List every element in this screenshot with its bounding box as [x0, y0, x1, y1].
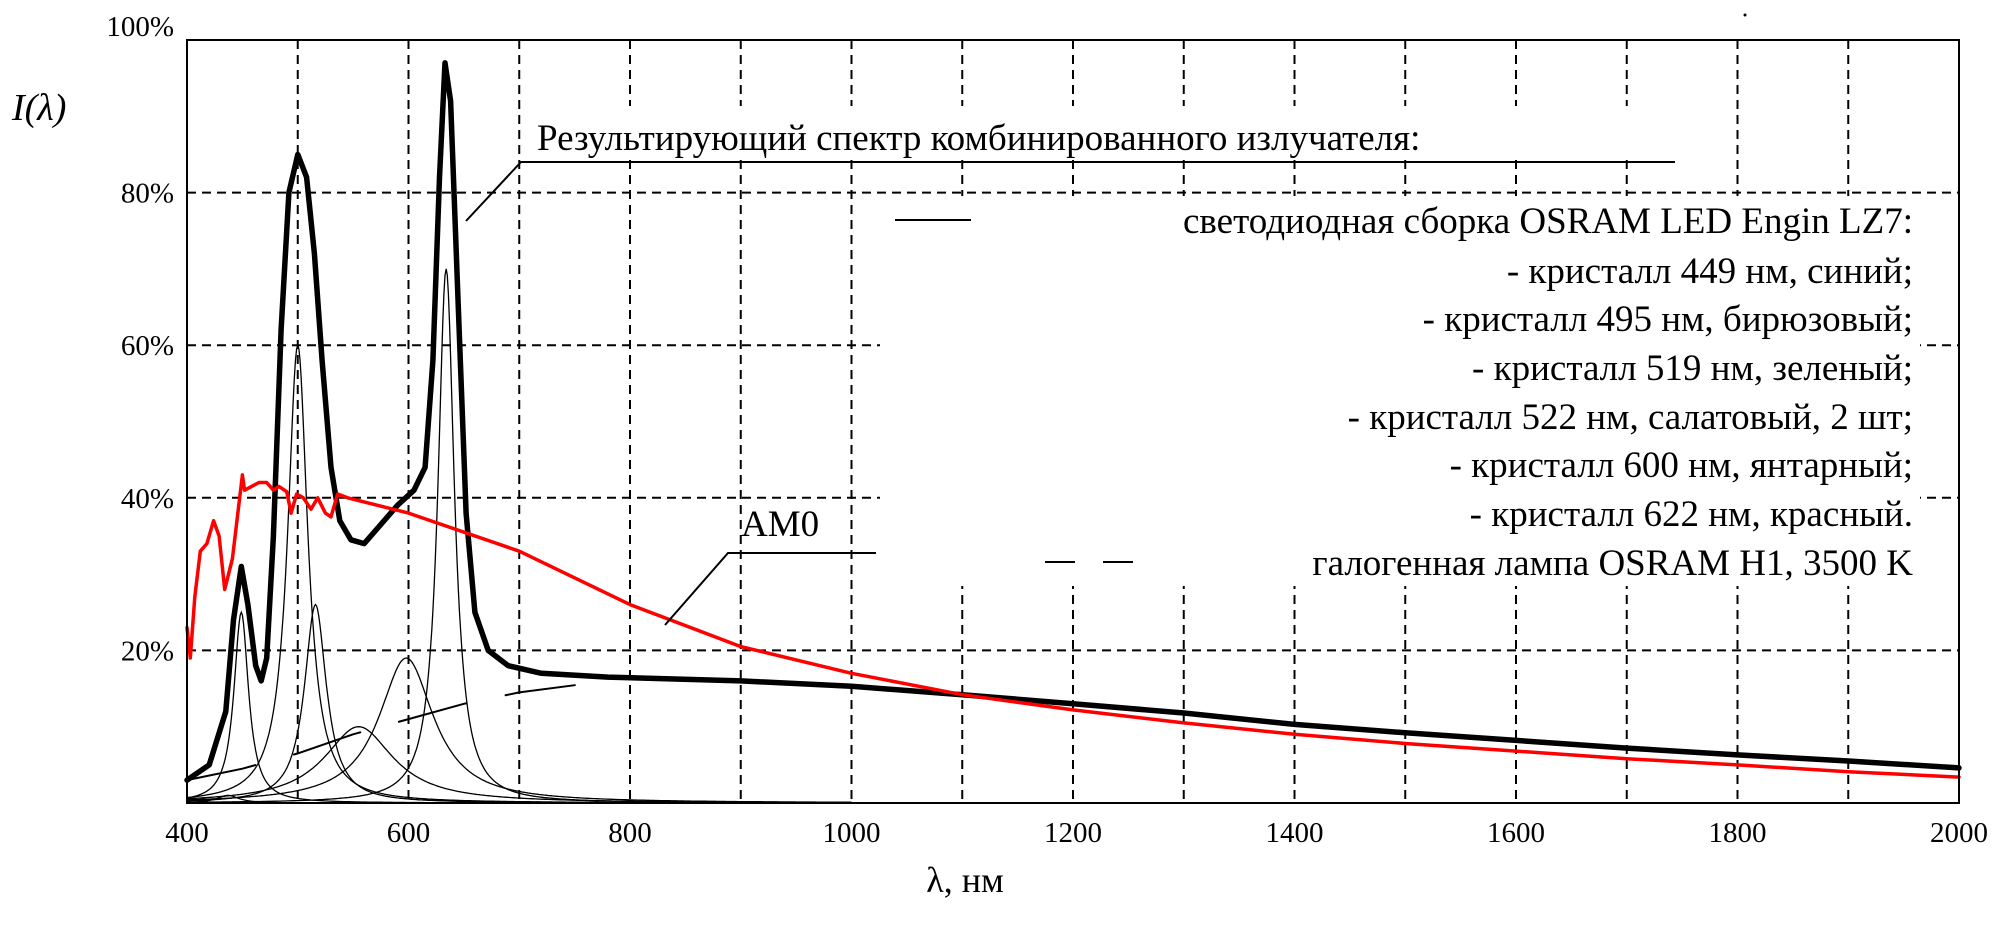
x-tick-label: 600	[387, 817, 431, 849]
result-leader-line	[465, 161, 1160, 222]
x-tick-label: 2000	[1930, 817, 1988, 849]
x-tick-label: 1800	[1709, 817, 1767, 849]
axis-ticks: 400 600 800 1000 1200 1400 1600 1800 2000 20% 40% 6…	[106, 11, 1988, 849]
y-tick-label: 80%	[121, 178, 174, 210]
x-tick-label: 1400	[1266, 817, 1324, 849]
result-spectrum-line	[184, 60, 1962, 783]
y-tick-label: 60%	[121, 330, 174, 362]
stray-dot	[1743, 13, 1747, 17]
x-tick-label: 1600	[1487, 817, 1545, 849]
halogen-line	[186, 679, 609, 782]
am0-leader-line	[664, 552, 876, 626]
y-tick-label: 100%	[106, 11, 174, 43]
legend-chip: - кристалл 600 нм, янтарный;	[1450, 445, 1913, 486]
x-axis-label: λ, нм	[926, 860, 1004, 900]
legend-chip: - кристалл 519 нм, зеленый;	[1472, 348, 1913, 389]
plot-frame	[186, 39, 1960, 804]
legend-halogen: галогенная лампа OSRAM H1, 3500 K	[1312, 543, 1913, 584]
x-tick-label: 800	[608, 817, 652, 849]
y-tick-label: 20%	[121, 635, 174, 667]
legend: Результирующий спектр комбинированного и…	[465, 106, 1920, 626]
x-tick-label: 1200	[1044, 817, 1102, 849]
x-tick-label: 400	[165, 817, 209, 849]
series-lines	[184, 60, 1962, 783]
am0-line	[185, 473, 1961, 779]
legend-chip: - кристалл 495 нм, бирюзовый;	[1423, 299, 1913, 340]
y-axis-label: I(λ)	[11, 87, 66, 129]
legend-bg	[880, 196, 1920, 586]
legend-chip: - кристалл 522 нм, салатовый, 2 шт;	[1348, 397, 1913, 438]
am0-label: AM0	[741, 504, 819, 545]
legend-title-bg	[530, 106, 1680, 154]
led-component-curve	[187, 657, 852, 803]
legend-chip: - кристалл 622 нм, красный.	[1470, 494, 1913, 535]
x-tick-label: 1000	[823, 817, 881, 849]
y-tick-label: 40%	[121, 483, 174, 515]
legend-led-assembly: светодиодная сборка OSRAM LED Engin LZ7:	[1183, 201, 1913, 242]
legend-title: Результирующий спектр комбинированного и…	[537, 118, 1420, 159]
legend-chip: - кристалл 449 нм, синий;	[1507, 251, 1913, 292]
